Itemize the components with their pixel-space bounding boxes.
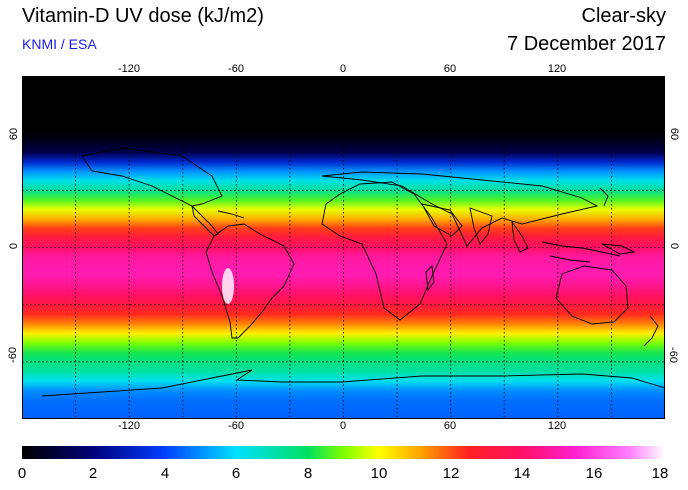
colorbar-label: 0	[17, 465, 27, 482]
graticule	[22, 76, 665, 419]
coastline-india	[469, 207, 493, 245]
lat-tick-label-right: -60	[666, 347, 679, 363]
coastline-europe-asia	[321, 171, 599, 247]
lon-tick-label-bottom: 120	[547, 420, 567, 432]
lon-tick-label-bottom: -120	[117, 420, 141, 432]
sky-condition-label: Clear-sky	[581, 5, 666, 27]
coastline-japan	[599, 187, 609, 207]
colorbar-label: 2	[88, 465, 98, 482]
coastline-antarctica	[41, 369, 665, 397]
colorbar-label: 14	[513, 465, 531, 482]
colorbar	[22, 446, 665, 459]
lat-tick-label-left: 0	[8, 242, 21, 250]
coastline-southeast-asia	[511, 220, 529, 253]
lon-tick-label-top: 60	[443, 63, 457, 75]
lat-tick-label-left: -60	[6, 347, 19, 363]
coastline-new-guinea	[601, 243, 636, 255]
colorbar-label: 12	[442, 465, 460, 482]
coastline-central-america	[191, 204, 219, 237]
coastline-arabia	[421, 203, 463, 237]
colorbar-label: 4	[160, 465, 170, 482]
colorbar-label: 10	[370, 465, 388, 482]
lon-tick-label-top: -60	[228, 63, 244, 75]
colorbar-label: 6	[231, 465, 241, 482]
lon-tick-label-bottom: 0	[339, 420, 347, 432]
coastline-africa	[321, 181, 448, 321]
lat-tick-label-left: 60	[8, 127, 21, 141]
coastline-new-zealand	[643, 315, 659, 347]
uv-dose-map	[22, 76, 665, 419]
colorbar-label: 16	[585, 465, 603, 482]
lat-tick-label-right: 60	[668, 127, 681, 141]
lon-tick-label-top: -120	[117, 63, 141, 75]
data-source-label: KNMI / ESA	[22, 36, 97, 52]
lon-tick-label-top: 0	[339, 63, 347, 75]
coastline-australia	[555, 265, 629, 325]
colorbar-label: 18	[651, 465, 669, 482]
uv-dose-map-svg	[22, 76, 665, 419]
map-frame	[22, 76, 665, 419]
lon-tick-label-bottom: 60	[443, 420, 457, 432]
colorbar-gradient	[22, 446, 665, 459]
coastline-caribbean	[217, 210, 245, 219]
map-title: Vitamin-D UV dose (kJ/m2)	[22, 5, 264, 27]
coastline-indonesia	[541, 241, 621, 263]
lon-tick-label-bottom: -60	[228, 420, 244, 432]
coastlines	[41, 147, 665, 397]
lon-tick-label-top: 120	[547, 63, 567, 75]
coastline-north-america	[81, 147, 223, 207]
coastline-madagascar	[425, 265, 435, 292]
lat-tick-label-right: 0	[668, 242, 681, 250]
coastline-south-america	[205, 223, 295, 339]
date-label: 7 December 2017	[507, 33, 666, 55]
colorbar-label: 8	[303, 465, 313, 482]
andes-hotspot	[222, 268, 234, 304]
